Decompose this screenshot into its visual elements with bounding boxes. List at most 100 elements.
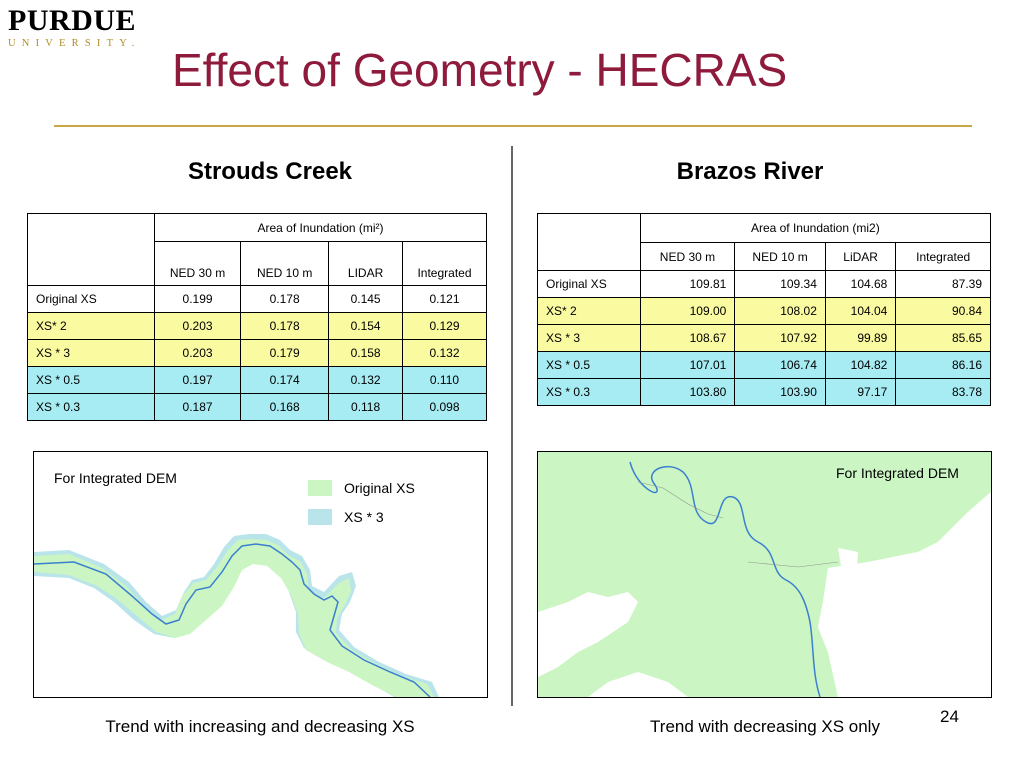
table-row: XS * 0.3 103.80 103.90 97.17 83.78 bbox=[537, 378, 991, 406]
column-header: NED 10 m bbox=[734, 242, 826, 271]
table-cell: 0.197 bbox=[154, 366, 242, 394]
column-header: LIDAR bbox=[328, 241, 403, 286]
table-cell: 0.121 bbox=[401, 285, 488, 313]
group-header-cell: Area of Inundation (mi2) bbox=[639, 213, 992, 243]
table-cell: 108.67 bbox=[639, 324, 736, 352]
header-corner-cell bbox=[537, 213, 641, 271]
table-row: XS * 0.3 0.187 0.168 0.118 0.098 bbox=[26, 393, 488, 421]
row-label: XS * 0.3 bbox=[26, 393, 156, 421]
table-cell: 109.81 bbox=[639, 270, 736, 298]
vertical-divider bbox=[511, 146, 513, 706]
map-label-left: For Integrated DEM bbox=[54, 470, 177, 486]
row-label: XS * 3 bbox=[537, 324, 641, 352]
brazos-river-table: Area of Inundation (mi2) NED 30 m NED 10… bbox=[537, 213, 992, 406]
strouds-creek-heading: Strouds Creek bbox=[187, 158, 353, 185]
table-cell: 107.92 bbox=[734, 324, 826, 352]
table-cell: 0.199 bbox=[154, 285, 242, 313]
row-label: XS * 3 bbox=[26, 339, 156, 367]
table-row: XS * 0.5 0.197 0.174 0.132 0.110 bbox=[26, 366, 488, 394]
dry-land-area bbox=[538, 592, 638, 677]
brazos-river-map: For Integrated DEM bbox=[537, 451, 992, 698]
column-header: LiDAR bbox=[824, 242, 897, 271]
row-label: Original XS bbox=[537, 270, 641, 298]
row-label: XS * 0.5 bbox=[26, 366, 156, 394]
column-header: NED 30 m bbox=[154, 241, 242, 286]
row-label: XS* 2 bbox=[537, 297, 641, 325]
table-cell: 0.203 bbox=[154, 312, 242, 340]
row-label: XS * 0.3 bbox=[537, 378, 641, 406]
column-header: NED 30 m bbox=[639, 242, 736, 271]
caption-left: Trend with increasing and decreasing XS bbox=[105, 717, 415, 736]
legend-label-xs3: XS * 3 bbox=[344, 509, 384, 525]
table-cell: 0.168 bbox=[240, 393, 330, 421]
table-cell: 0.118 bbox=[328, 393, 403, 421]
table-header-row: NED 30 m NED 10 m LiDAR Integrated bbox=[538, 242, 991, 271]
strouds-creek-map: For Integrated DEM Original XS XS * 3 bbox=[33, 451, 488, 698]
table-header-row: Area of Inundation (mi²) bbox=[26, 213, 487, 286]
table-row: XS* 2 109.00 108.02 104.04 90.84 bbox=[537, 297, 991, 325]
table-cell: 104.68 bbox=[824, 270, 897, 298]
road-line bbox=[637, 481, 724, 519]
table-cell: 0.132 bbox=[328, 366, 403, 394]
table-cell: 103.90 bbox=[734, 378, 826, 406]
row-label: XS* 2 bbox=[26, 312, 156, 340]
table-cell: 86.16 bbox=[895, 351, 991, 379]
table-row: XS * 3 0.203 0.179 0.158 0.132 bbox=[26, 339, 488, 367]
road-line bbox=[747, 561, 839, 568]
table-cell: 103.80 bbox=[639, 378, 736, 406]
title-underline bbox=[54, 125, 972, 127]
table-row: XS * 0.5 107.01 106.74 104.82 86.16 bbox=[537, 351, 991, 379]
page-number: 24 bbox=[940, 707, 959, 726]
map-label-right: For Integrated DEM bbox=[836, 465, 959, 481]
table-header-row: NED 30 m NED 10 m LIDAR Integrated bbox=[28, 241, 488, 286]
table-cell: 97.17 bbox=[824, 378, 897, 406]
table-cell: 0.129 bbox=[401, 312, 488, 340]
table-header-row: Area of Inundation (mi2) bbox=[537, 213, 992, 271]
strouds-creek-table: Area of Inundation (mi²) NED 30 m NED 10… bbox=[26, 213, 488, 421]
table-row: Original XS 109.81 109.34 104.68 87.39 bbox=[537, 270, 991, 298]
logo-wordmark: PURDUE bbox=[8, 4, 136, 37]
column-header: Integrated bbox=[895, 242, 991, 271]
table-cell: 0.154 bbox=[328, 312, 403, 340]
table-cell: 108.02 bbox=[734, 297, 826, 325]
table-row: XS * 3 108.67 107.92 99.89 85.65 bbox=[537, 324, 991, 352]
table-cell: 87.39 bbox=[895, 270, 991, 298]
dry-land-area bbox=[818, 492, 991, 697]
table-cell: 0.132 bbox=[401, 339, 488, 367]
table-cell: 0.178 bbox=[240, 285, 330, 313]
table-cell: 0.179 bbox=[240, 339, 330, 367]
purdue-logo: PURDUE UNIVERSITY. bbox=[8, 6, 158, 54]
table-cell: 0.187 bbox=[154, 393, 242, 421]
header-corner-cell bbox=[26, 213, 156, 286]
table-cell: 90.84 bbox=[895, 297, 991, 325]
table-cell: 0.174 bbox=[240, 366, 330, 394]
table-cell: 104.82 bbox=[824, 351, 897, 379]
row-label: Original XS bbox=[26, 285, 156, 313]
column-header: NED 10 m bbox=[240, 241, 330, 286]
creek-channel bbox=[34, 543, 431, 697]
legend-swatch-xs3 bbox=[308, 509, 332, 525]
logo-subtitle: UNIVERSITY. bbox=[8, 38, 141, 49]
legend-swatch-original-xs bbox=[308, 480, 332, 496]
legend-label-original-xs: Original XS bbox=[344, 480, 415, 496]
brazos-river-inundation-image bbox=[538, 452, 991, 697]
table-cell: 0.158 bbox=[328, 339, 403, 367]
original-xs-inundation-area bbox=[34, 539, 434, 697]
table-cell: 99.89 bbox=[824, 324, 897, 352]
strouds-creek-inundation-image bbox=[34, 534, 439, 697]
table-cell: 104.04 bbox=[824, 297, 897, 325]
table-cell: 106.74 bbox=[734, 351, 826, 379]
table-row: Original XS 0.199 0.178 0.145 0.121 bbox=[26, 285, 488, 313]
brazos-river-channel bbox=[629, 461, 821, 697]
table-cell: 107.01 bbox=[639, 351, 736, 379]
brazos-river-heading: Brazos River bbox=[676, 158, 824, 185]
table-cell: 0.203 bbox=[154, 339, 242, 367]
caption-right: Trend with decreasing XS only bbox=[650, 717, 880, 736]
table-cell: 85.65 bbox=[895, 324, 991, 352]
table-cell: 0.178 bbox=[240, 312, 330, 340]
table-cell: 0.098 bbox=[401, 393, 488, 421]
table-cell: 109.34 bbox=[734, 270, 826, 298]
table-cell: 0.110 bbox=[401, 366, 488, 394]
column-header: Integrated bbox=[401, 241, 488, 286]
integrated-inundation-area bbox=[538, 452, 991, 697]
